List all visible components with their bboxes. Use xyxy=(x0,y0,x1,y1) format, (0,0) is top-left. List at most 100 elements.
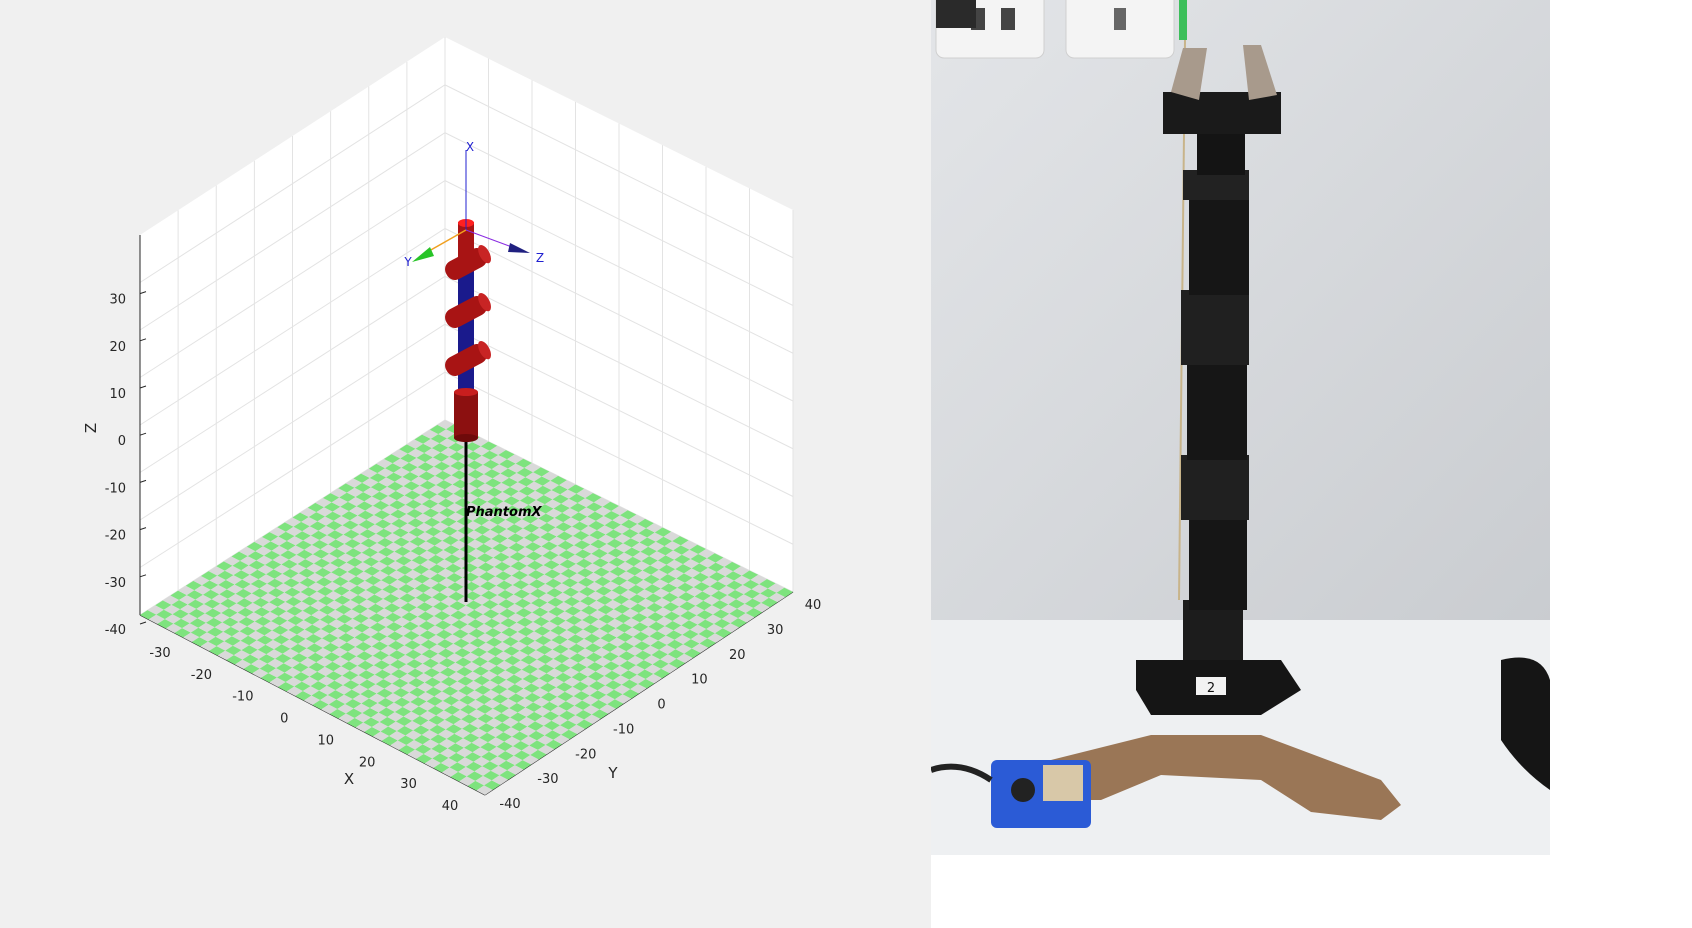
floor-tile xyxy=(387,561,405,571)
floor-tile xyxy=(275,583,292,593)
floor-tile xyxy=(454,648,471,658)
floor-tile xyxy=(555,672,572,683)
floor-tile xyxy=(568,563,585,574)
floor-tile xyxy=(516,698,534,708)
floor-tile xyxy=(675,644,692,654)
floor-tile xyxy=(614,613,632,624)
floor-tile xyxy=(263,541,280,551)
floor-tile xyxy=(507,603,524,614)
floor-tile xyxy=(451,619,468,630)
floor-tile xyxy=(276,592,293,602)
floor-tile xyxy=(661,663,678,674)
floor-tile xyxy=(147,605,164,615)
floor-tile xyxy=(522,674,539,684)
z-tick xyxy=(139,385,147,389)
floor-tile xyxy=(576,488,593,499)
floor-tile xyxy=(508,542,525,552)
floor-tile xyxy=(429,424,447,435)
floor-tile xyxy=(529,740,546,750)
floor-tile xyxy=(623,618,640,628)
floor-tile xyxy=(233,570,250,580)
floor-tile xyxy=(620,670,638,680)
floor-tile xyxy=(648,541,665,552)
floor-tile xyxy=(638,528,655,538)
floor-tile xyxy=(525,472,542,482)
floor-tile xyxy=(346,487,364,497)
floor-tile xyxy=(491,613,509,624)
floor-tile xyxy=(237,607,254,617)
floor-tile xyxy=(575,549,592,559)
floor-tile xyxy=(273,564,290,574)
floor-tile xyxy=(400,523,417,533)
floor-tile xyxy=(425,527,442,537)
floor-tile xyxy=(400,602,417,613)
floor-tile xyxy=(640,626,658,637)
floor-tile xyxy=(388,721,405,731)
floor-tile xyxy=(362,708,379,718)
floor-tile xyxy=(609,637,626,647)
floor-tile xyxy=(355,492,372,502)
floor-tile xyxy=(377,538,394,548)
floor-tile xyxy=(570,582,587,592)
floor-tile xyxy=(535,565,553,575)
floor-tile xyxy=(140,610,157,620)
floor-tile xyxy=(489,595,507,605)
floor-tile xyxy=(379,717,396,727)
floor-tile xyxy=(209,646,226,656)
floor-tile xyxy=(536,574,554,584)
floor-tile xyxy=(558,620,575,630)
floor-tile xyxy=(527,640,544,651)
floor-tile xyxy=(452,549,469,559)
floor-tile xyxy=(710,581,727,591)
floor-tile xyxy=(456,747,473,758)
floor-tile xyxy=(567,634,585,644)
robot-joint-1 xyxy=(445,245,491,280)
floor-tile xyxy=(490,684,508,695)
floor-tile xyxy=(429,724,446,735)
floor-tile xyxy=(421,569,438,579)
y-tick-label: -30 xyxy=(537,772,558,787)
floor-tile xyxy=(375,679,393,689)
floor-tile xyxy=(443,624,461,635)
x-tick-label: -30 xyxy=(149,646,170,661)
floor-tile xyxy=(170,590,187,600)
floor-tile xyxy=(479,571,496,582)
floor-tile xyxy=(328,699,346,709)
floor-tile xyxy=(519,565,536,575)
floor-tile xyxy=(365,505,382,515)
floor-tile xyxy=(658,635,675,645)
floor-tile xyxy=(598,694,615,705)
floor-tile xyxy=(188,608,205,619)
floor-tile xyxy=(335,604,352,615)
floor-tile xyxy=(394,626,412,636)
floor-tile xyxy=(326,600,343,610)
floor-tile xyxy=(619,580,636,590)
floor-tile xyxy=(644,664,662,674)
floor-tile xyxy=(315,647,332,658)
floor-tile xyxy=(479,732,496,743)
floor-tile xyxy=(292,512,309,522)
floor-tile xyxy=(349,585,366,595)
floor-tile xyxy=(505,665,522,675)
floor-tile xyxy=(540,611,558,622)
floor-tile xyxy=(288,625,305,635)
floor-tile xyxy=(477,713,494,724)
floor-tile xyxy=(481,590,498,600)
floor-tile xyxy=(422,578,439,588)
floor-tile xyxy=(338,562,356,572)
floor-tile xyxy=(562,587,580,597)
floor-tile xyxy=(524,612,541,622)
floor-tile xyxy=(562,508,579,518)
floor-tile xyxy=(438,498,455,508)
floor-tile xyxy=(565,535,582,546)
floor-tile xyxy=(682,629,699,640)
floor-tile xyxy=(455,738,472,748)
floor-tile xyxy=(354,713,371,723)
floor-tile xyxy=(440,667,457,677)
floor-tile xyxy=(549,696,566,707)
floor-tile xyxy=(402,541,419,552)
floor-tile xyxy=(466,771,484,781)
floor-tile xyxy=(358,670,375,680)
floor-tile xyxy=(554,583,571,593)
floor-tile xyxy=(384,454,401,464)
